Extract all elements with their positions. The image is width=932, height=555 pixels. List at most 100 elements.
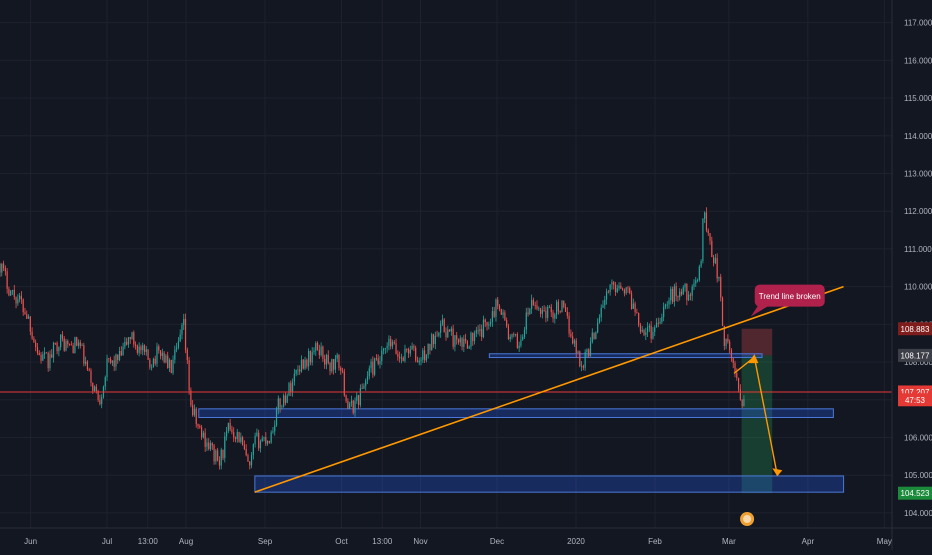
candle-body [299,369,301,372]
candle-body [324,358,326,365]
candle-body [188,360,190,391]
candle-body [352,400,354,413]
candle-body [657,322,659,324]
candle-body [607,291,609,293]
candle-body [636,312,638,313]
candle-body [243,444,246,450]
candle-body [274,425,276,432]
candle-body [322,346,324,359]
candle-body [497,299,499,306]
candle-body [193,408,196,416]
support-zone [488,353,763,359]
candle-body [422,350,424,360]
candle-body [142,345,144,351]
candle-body [634,303,636,313]
candle-body [638,312,640,326]
price-badge [898,486,932,500]
price-badge [898,348,932,362]
candle-body [240,437,242,442]
candle-body [611,282,613,285]
candle-body [652,331,654,339]
stop-loss-zone [741,328,773,356]
candle-body [502,312,504,315]
candle-body [215,450,217,462]
candle-body [566,311,568,316]
candle-body [689,294,692,296]
candle-body [315,343,317,351]
candle-body [368,368,370,377]
candle-body [466,341,469,349]
price-badge-label: 104.523 [901,489,930,498]
candle-body [127,337,130,345]
candle-body [702,218,704,262]
candle-body [527,312,529,315]
candle-body [425,354,427,361]
candle-body [684,283,686,288]
annotation-pointer [750,304,771,317]
x-tick-label: Mar [722,537,736,546]
candle-body [461,338,463,347]
candle-body [267,441,269,444]
candle-body [475,330,477,334]
candle-body [238,432,240,442]
candle-body [313,350,315,353]
candle-body [693,283,695,287]
candle-body [97,390,99,400]
candle-body [1,263,3,273]
candle-body [10,290,12,296]
candle-body [284,395,287,403]
candle-body [577,351,579,353]
candle-body [736,373,738,378]
y-tick-label: 116.000 [904,56,932,65]
candle-body [646,327,649,333]
candle-body [211,443,213,446]
candle-body [639,325,642,332]
candle-body [341,370,344,372]
candle-body [320,346,322,356]
candle-body [24,312,26,315]
candle-body [570,333,572,337]
candle-body [268,441,270,443]
candle-body [165,355,167,363]
candle-body [199,426,201,428]
candle-body [441,319,444,324]
candle-body [550,306,552,313]
candle-body [714,258,716,264]
candle-body [60,334,62,348]
candle-body [350,400,353,404]
candle-body [20,295,23,300]
candle-body [156,346,158,364]
candle-body [591,332,593,343]
candle-body [482,319,485,338]
candle-body [465,338,467,342]
candle-body [536,305,538,309]
candle-body [495,299,497,317]
x-tick-label: 13:00 [372,537,393,546]
candle-body [316,343,319,350]
candle-body [605,291,608,300]
candle-body [488,324,490,326]
candle-body [311,352,313,363]
candle-body [136,345,138,353]
candle-body [318,349,320,356]
candle-body [77,342,80,346]
y-tick-label: 112.000 [904,207,932,216]
annotation-callout [754,284,825,307]
candle-body [208,442,210,450]
candle-body [727,338,729,342]
candle-body [29,316,31,332]
candle-body [556,301,558,315]
candle-body [382,348,385,351]
candle-body [513,334,515,335]
candle-body [700,261,702,267]
y-tick-label: 114.000 [904,132,932,141]
candle-body [36,347,39,353]
y-tick-label: 106.000 [904,433,932,442]
candle-body [192,405,194,416]
candle-body [290,383,292,393]
candle-body [334,358,336,370]
candle-body [618,285,620,289]
candle-body [220,449,222,466]
candle-body [514,334,517,335]
candle-body [390,338,392,347]
